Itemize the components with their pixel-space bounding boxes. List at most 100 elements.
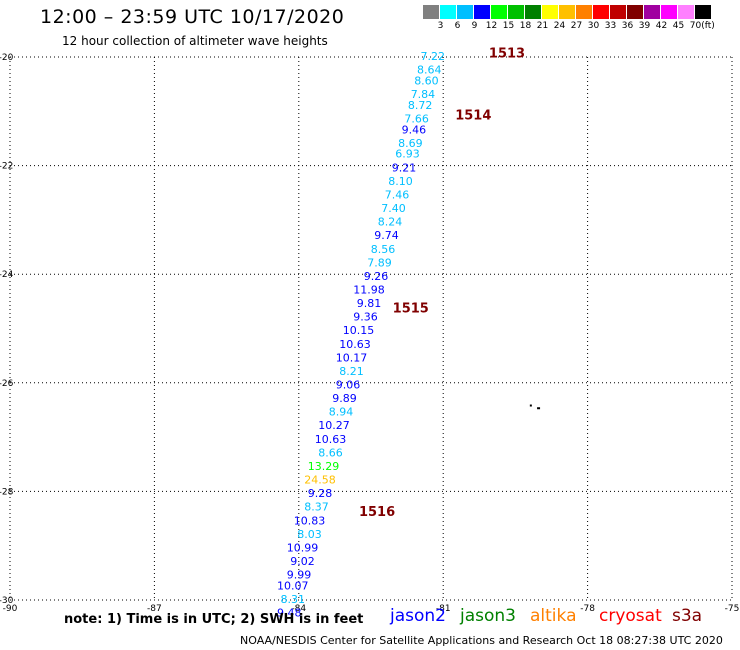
colorbar-tick-label: 36 xyxy=(621,21,634,31)
island-mark xyxy=(537,407,541,410)
colorbar-tick-label: 6 xyxy=(454,21,461,31)
wave-height-value: 8.60 xyxy=(414,74,439,87)
pass-time-label: 1515 xyxy=(393,301,429,316)
colorbar-tick-label: 27 xyxy=(570,21,583,31)
colorbar-swatch xyxy=(627,5,644,19)
y-tick-label: -20 xyxy=(0,53,14,63)
colorbar-tick-label: 24 xyxy=(553,21,566,31)
colorbar-swatch xyxy=(661,5,678,19)
y-tick-label: -24 xyxy=(0,270,14,280)
wave-height-value: 8.37 xyxy=(304,501,329,514)
colorbar-unit-label: (ft) xyxy=(701,21,715,31)
satellite-legend-altika: altika xyxy=(530,606,577,626)
wave-height-value: 8.56 xyxy=(371,243,396,256)
wave-height-value: 13.29 xyxy=(308,460,340,473)
x-tick-label: -90 xyxy=(3,604,18,614)
colorbar-swatch xyxy=(678,5,695,19)
pass-time-label: 1514 xyxy=(455,109,491,124)
chart-title: 12:00 – 23:59 UTC 10/17/2020 xyxy=(40,6,345,28)
wave-height-value: 9.21 xyxy=(392,161,417,174)
wave-height-value: 6.93 xyxy=(395,148,420,161)
colorbar-swatch xyxy=(440,5,457,19)
wave-height-value: 8.66 xyxy=(318,446,343,459)
wave-height-value: 9.26 xyxy=(364,270,389,283)
satellite-legend-jason2: jason2 xyxy=(390,606,446,626)
colorbar-tick-label: 45 xyxy=(672,21,685,31)
colorbar-tick-label: 12 xyxy=(485,21,498,31)
wave-height-value: 7.46 xyxy=(385,188,410,201)
wave-height-value: 8.72 xyxy=(408,99,433,112)
pass-time-label: 1516 xyxy=(359,505,395,520)
x-tick-label: -81 xyxy=(436,604,451,614)
satellite-legend-jason3: jason3 xyxy=(460,606,516,626)
colorbar-tick-label: 39 xyxy=(638,21,651,31)
wave-height-value: 8.24 xyxy=(378,216,403,229)
wave-height-value: 10.07 xyxy=(277,579,309,592)
wave-height-value: 10.17 xyxy=(336,351,368,364)
colorbar-swatch xyxy=(576,5,593,19)
wave-height-value: 24.58 xyxy=(304,474,336,487)
y-tick-label: -28 xyxy=(0,487,14,497)
wave-height-value: 9.06 xyxy=(336,379,361,392)
colorbar-tick-label: 70 xyxy=(689,21,702,31)
colorbar-swatch xyxy=(610,5,627,19)
y-tick-label: -26 xyxy=(0,379,14,389)
wave-height-value: 9.99 xyxy=(287,569,312,582)
wave-height-value: 10.15 xyxy=(343,324,375,337)
wave-height-value: 10.27 xyxy=(318,419,350,432)
island-mark xyxy=(529,404,532,407)
wave-height-value: 9.02 xyxy=(290,555,315,568)
colorbar-tick-label: 42 xyxy=(655,21,668,31)
colorbar-swatch xyxy=(457,5,474,19)
x-tick-label: -78 xyxy=(580,604,595,614)
colorbar-swatch xyxy=(542,5,559,19)
colorbar-swatch xyxy=(559,5,576,19)
y-tick-label: -22 xyxy=(0,162,13,172)
wave-height-value: 7.40 xyxy=(381,202,406,215)
x-tick-label: -75 xyxy=(725,604,740,614)
wave-height-value: 11.98 xyxy=(353,283,385,296)
colorbar-swatch xyxy=(508,5,525,19)
wave-height-value: 8.03 xyxy=(297,528,322,541)
colorbar-tick-label: 33 xyxy=(604,21,617,31)
wave-height-value: 7.66 xyxy=(404,112,429,125)
chart-subtitle: 12 hour collection of altimeter wave hei… xyxy=(62,34,328,48)
colorbar-swatch xyxy=(525,5,542,19)
pass-time-label: 1513 xyxy=(489,46,525,61)
wave-height-value: 10.63 xyxy=(315,433,347,446)
wave-height-value: 9.48 xyxy=(277,607,302,620)
colorbar-swatch xyxy=(695,5,712,19)
colorbar-tick-label: 15 xyxy=(502,21,515,31)
wave-height-value: 7.84 xyxy=(411,88,436,101)
satellite-legend-s3a: s3a xyxy=(672,606,703,626)
wave-height-value: 10.83 xyxy=(294,514,326,527)
wave-height-value: 9.89 xyxy=(332,392,357,405)
wave-height-value: 10.63 xyxy=(339,338,371,351)
wave-height-value: 7.22 xyxy=(421,50,446,63)
colorbar-tick-label: 21 xyxy=(536,21,549,31)
wave-height-value: 8.69 xyxy=(398,137,423,150)
colorbar-tick-label: 3 xyxy=(437,21,444,31)
colorbar-swatch xyxy=(423,5,440,19)
colorbar-tick-label: 30 xyxy=(587,21,600,31)
satellite-legend-cryosat: cryosat xyxy=(599,606,662,626)
wave-height-value: 8.10 xyxy=(388,175,413,188)
colorbar-swatch xyxy=(491,5,508,19)
colorbar-tick-label: 18 xyxy=(519,21,532,31)
colorbar-swatch xyxy=(644,5,661,19)
wave-height-value: 7.89 xyxy=(367,256,392,269)
y-tick-label: -30 xyxy=(0,596,14,606)
x-tick-label: -87 xyxy=(147,604,162,614)
wave-height-value: 9.46 xyxy=(402,123,427,136)
wave-height-value: 9.28 xyxy=(308,487,333,500)
units-note: note: 1) Time is in UTC; 2) SWH is in fe… xyxy=(64,612,364,627)
wave-height-value: 8.64 xyxy=(417,64,442,77)
x-tick-label: -84 xyxy=(291,604,306,614)
colorbar-swatch xyxy=(474,5,491,19)
colorbar-tick-label: 9 xyxy=(471,21,478,31)
colorbar-swatch xyxy=(593,5,610,19)
credits-footer: NOAA/NESDIS Center for Satellite Applica… xyxy=(240,634,723,647)
wave-height-value: 8.21 xyxy=(339,365,364,378)
wave-height-value: 9.36 xyxy=(353,311,378,324)
